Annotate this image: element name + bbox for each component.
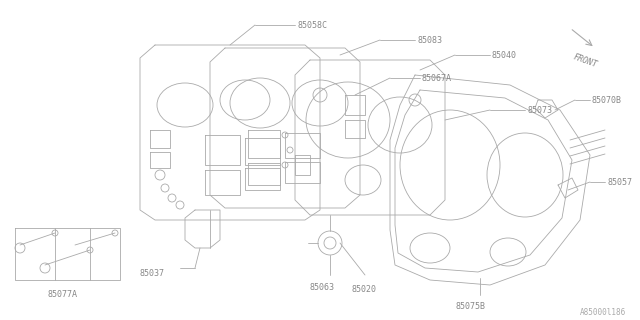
Text: 85083: 85083 xyxy=(417,36,442,44)
Text: 85020: 85020 xyxy=(352,285,377,294)
Text: 85037: 85037 xyxy=(140,268,165,277)
Text: 85057: 85057 xyxy=(607,178,632,187)
Text: 85073: 85073 xyxy=(527,106,552,115)
Text: 85075B: 85075B xyxy=(455,302,485,311)
Text: 85040: 85040 xyxy=(492,51,517,60)
Text: 85070B: 85070B xyxy=(592,95,622,105)
Text: 85077A: 85077A xyxy=(48,290,78,299)
Text: 85063: 85063 xyxy=(310,283,335,292)
Text: 85067A: 85067A xyxy=(422,74,452,83)
Text: FRONT: FRONT xyxy=(572,52,598,69)
Text: 85058C: 85058C xyxy=(297,20,327,29)
Text: A85000l186: A85000l186 xyxy=(580,308,627,317)
